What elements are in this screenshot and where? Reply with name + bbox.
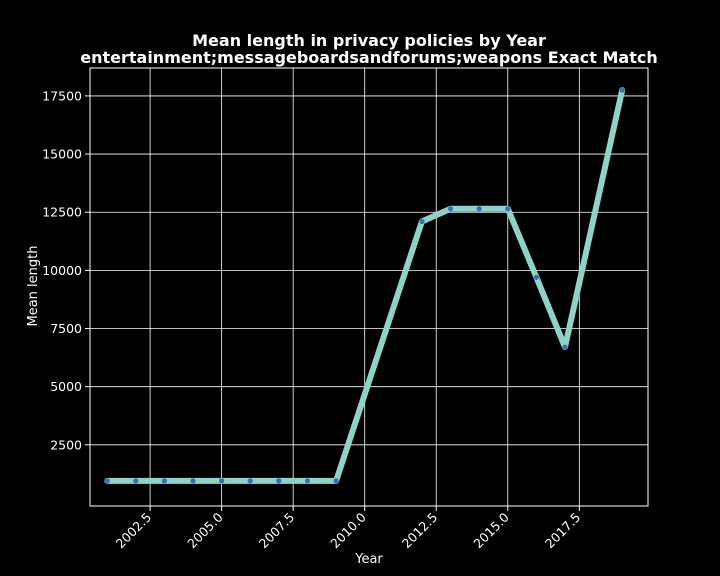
plot-frame xyxy=(89,67,649,507)
y-axis-ticks: 2500 5000 7500 10000 12500 15000 17500 xyxy=(42,88,90,452)
data-point xyxy=(133,478,139,484)
series-layer xyxy=(104,87,626,484)
data-point xyxy=(533,274,540,280)
data-point xyxy=(104,478,110,484)
data-point xyxy=(247,478,253,484)
data-point xyxy=(619,87,625,93)
y-tick-label: 12500 xyxy=(42,205,82,220)
data-point xyxy=(447,206,454,212)
x-axis-label: Year xyxy=(354,552,383,567)
chart-title-line-2: entertainment;messageboardsandforums;wea… xyxy=(80,48,658,67)
data-point xyxy=(219,478,225,484)
y-tick-label: 17500 xyxy=(42,88,82,103)
data-point xyxy=(276,478,282,484)
y-tick-label: 7500 xyxy=(50,321,82,336)
data-point xyxy=(562,344,568,350)
data-point xyxy=(190,478,196,484)
data-point xyxy=(304,478,311,484)
data-point xyxy=(419,218,425,225)
y-tick-label: 5000 xyxy=(50,379,82,394)
y-tick-label: 10000 xyxy=(42,263,82,278)
y-axis-label: Mean length xyxy=(26,246,41,327)
chart-title-line-1: Mean length in privacy policies by Year xyxy=(192,31,546,50)
data-point xyxy=(333,478,339,484)
y-tick-label: 2500 xyxy=(50,437,82,452)
data-point xyxy=(161,478,167,484)
y-tick-label: 15000 xyxy=(42,147,82,162)
series-line xyxy=(104,87,626,484)
data-point xyxy=(505,206,511,212)
data-point xyxy=(476,206,482,212)
